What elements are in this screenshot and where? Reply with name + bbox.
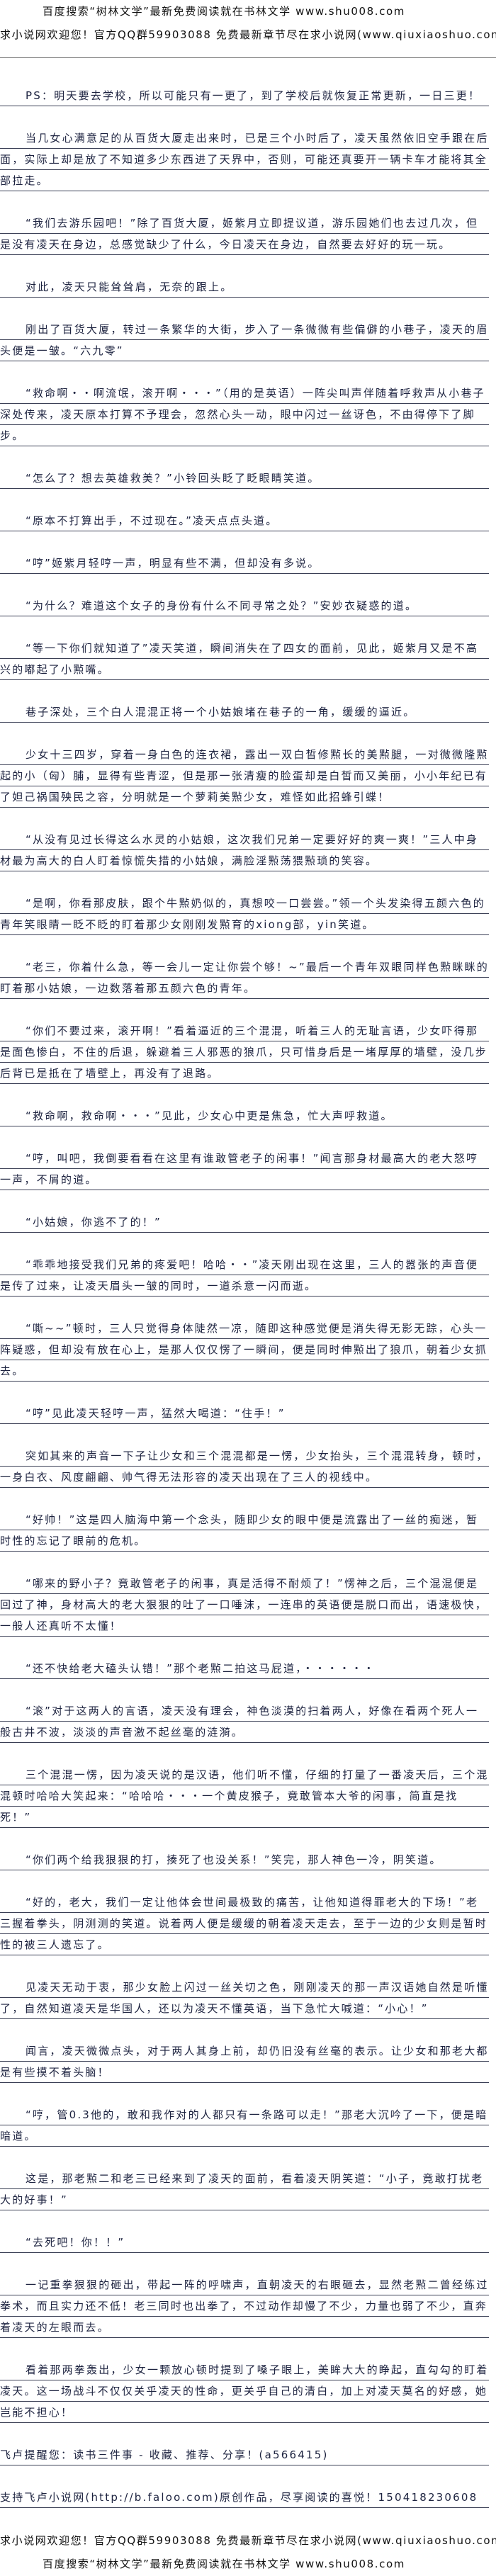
story-paragraph: “你们两个给我狠狠的打，揍死了也没关系！”笑完，那人神色一冷，阴笑道。 — [0, 1849, 489, 1870]
story-paragraph: “等一下你们就知道了”凌天笑道，瞬间消失在了四女的面前，见此，姬紫月又是不高兴的… — [0, 638, 489, 680]
story-paragraph: “乖乖地接受我们兄弟的疼爱吧！哈哈・・”凌天刚出现在这里，三人的嚣张的声音便是传… — [0, 1254, 489, 1297]
faloo-reminder: 飞卢提醒您：读书三件事 - 收藏、推荐、分享！(a566415) — [0, 2444, 489, 2465]
story-paragraph: 闻言，凌天微微点头，对于两人其身上前，却仍旧没有丝毫的表示。让少女和那老大都是有… — [0, 2040, 489, 2083]
story-paragraph: “哼，叫吧，我倒要看看在这里有谁敢管老子的闲事！”闻言那身材最高大的老大怒哼一声… — [0, 1148, 489, 1190]
qiuxiaoshuo-welcome-banner-bottom: 求小说网欢迎您！官方QQ群59903088 免费最新章节尽在求小说网(www.q… — [0, 2534, 496, 2547]
story-paragraph: “哼”见此凌天轻哼一声，猛然大喝道：“住手！” — [0, 1403, 489, 1424]
story-paragraph: 一记重拳狠狠的砸出，带起一阵的呼啸声，直朝凌天的右眼砸去，显然老㸃二曾经练过拳术… — [0, 2274, 489, 2338]
story-paragraph: “滚”对于这两人的言语，凌天没有理会，神色淡漠的扫着两人，好像在看两个死人一般古… — [0, 1700, 489, 1743]
story-paragraph: 三个混混一愣，因为凌天说的是汉语，他们听不懂，仔细的打量了一番凌天后，三个混混顿… — [0, 1764, 489, 1828]
story-paragraph: “老三，你着什么急，等一会儿一定让你尝个够！~”最后一个青年双眼同样色㸃眯眯的盯… — [0, 956, 489, 999]
story-paragraph: “还不快给老大磕头认错！”那个老㸃二拍这马屁道，・・・・・・ — [0, 1658, 489, 1679]
qiuxiaoshuo-welcome-banner: 求小说网欢迎您！官方QQ群59903088 免费最新章节尽在求小说网(www.q… — [0, 28, 496, 41]
story-paragraph: “是啊，你看那皮肤，跟个牛㸃奶似的，真想咬一口尝尝。”领一个头发染得五颜六色的青… — [0, 893, 489, 935]
story-paragraph: “哪来的野小子？竟敢管老子的闲事，真是活得不耐烦了！”愣神之后，三个混混便是回过… — [0, 1573, 489, 1637]
story-paragraph: “哼，管0.3他的，敢和我作对的人都只有一条路可以走！”那老大沉吟了一下，便是暗… — [0, 2104, 489, 2147]
chapter-closing: 飞卢提醒您：读书三件事 - 收藏、推荐、分享！(a566415) 支持飞卢小说网… — [0, 2444, 496, 2508]
story-paragraph: “救命啊・・啊流氓，滚开啊・・・”（用的是英语）一阵尖叫声伴随着呼救声从小巷子深… — [0, 383, 489, 446]
story-paragraph: 突如其来的声音一下子让少女和三个混混都是一愣，少女抬头，三个混混转身，顿时，一身… — [0, 1445, 489, 1488]
story-paragraph: 看着那两拳轰出，少女一颗放心顿时提到了嗓子眼上，美眸大大的睁起，直勾勾的盯着凌天… — [0, 2359, 489, 2423]
story-paragraph: “小姑娘，你逃不了的！” — [0, 1211, 489, 1233]
story-paragraph: “救命啊，救命啊・・・”见此，少女心中更是焦急，忙大声呼救道。 — [0, 1105, 489, 1126]
story-paragraph: 刚出了百货大厦，转过一条繁华的大街，步入了一条微微有些偏僻的小巷子，凌天的眉头便… — [0, 319, 489, 361]
story-paragraph: “好的，老大，我们一定让他体会世间最极致的痛苦，让他知道得罪老大的下场！”老三握… — [0, 1892, 489, 1955]
story-paragraph: “我们去游乐园吧！”除了百货大厦，姬紫月立即提议道，游乐园她们也去过几次，但是没… — [0, 213, 489, 255]
header-divider — [0, 57, 496, 58]
story-paragraph: 对此，凌天只能耸耸肩，无奈的跟上。 — [0, 276, 489, 298]
story-paragraph: “原本不打算出手，不过现在。”凌天点点头道。 — [0, 510, 489, 531]
story-paragraph: “你们不要过来，滚开啊！”看着逼近的三个混混，听着三人的无耻言语，少女吓得那是面… — [0, 1020, 489, 1084]
story-paragraph: “怎么了？想去英雄救美？”小铃回头眨了眨眼睛笑道。 — [0, 468, 489, 489]
story-paragraph: “为什么？难道这个女子的身份有什么不同寻常之处？”安妙衣疑惑的道。 — [0, 595, 489, 616]
baidu-search-banner: 百度搜索“树林文学”最新免费阅读就在书林文学 www.shu008.com — [43, 5, 405, 18]
story-paragraph: 巷子深处，三个白人混混正将一个小姑娘堵在巷子的一角，缓缓的逼近。 — [0, 701, 489, 723]
story-paragraph: 见凌天无动于衷，那少女脸上闪过一丝关切之色，刚刚凌天的那一声汉语她自然是听懂了，… — [0, 1977, 489, 2019]
story-paragraph: “好帅！”这是四人脑海中第一个念头，随即少女的眼中便是流露出了一丝的痴迷，暂时性… — [0, 1509, 489, 1552]
story-paragraph: “嘶~~”顿时，三人只觉得身体陡然一凉，随即这种感觉便是消失得无影无踪，心头一阵… — [0, 1318, 489, 1382]
chapter-content: PS：明天要去学校，所以可能只有一更了，到了学校后就恢复正常更新，一日三更！ 当几… — [0, 58, 496, 2423]
bottom-banners: 求小说网欢迎您！官方QQ群59903088 免费最新章节尽在求小说网(www.q… — [0, 2529, 496, 2576]
story-paragraph: 当几女心满意足的从百货大厦走出来时，已是三个小时后了，凌天虽然依旧空手跟在后面，… — [0, 128, 489, 191]
top-banners: 百度搜索“树林文学”最新免费阅读就在书林文学 www.shu008.com 求小… — [0, 0, 496, 58]
story-paragraph: 这是，那老㸃二和老三已经来到了凌天的面前，看着凌天阴笑道：“小子，竟敢打扰老大的… — [0, 2168, 489, 2210]
story-paragraph: “去死吧！你！！” — [0, 2232, 489, 2253]
story-paragraph: “从没有见过长得这么水灵的小姑娘，这次我们兄弟一定要好好的爽一爽！”三人中身材最… — [0, 829, 489, 871]
story-paragraph: “哼”姬紫月轻哼一声，明显有些不满，但却没有多说。 — [0, 553, 489, 574]
story-paragraph: PS：明天要去学校，所以可能只有一更了，到了学校后就恢复正常更新，一日三更！ — [0, 85, 489, 106]
faloo-support-note: 支持飞卢小说网(http://b.faloo.com)原创作品，尽享阅读的喜悦！… — [0, 2487, 489, 2508]
story-paragraph: 少女十三四岁，穿着一身白色的连衣裙，露出一双白皙修㸃长的美㸃腿，一对微微隆㸃起的… — [0, 744, 489, 808]
